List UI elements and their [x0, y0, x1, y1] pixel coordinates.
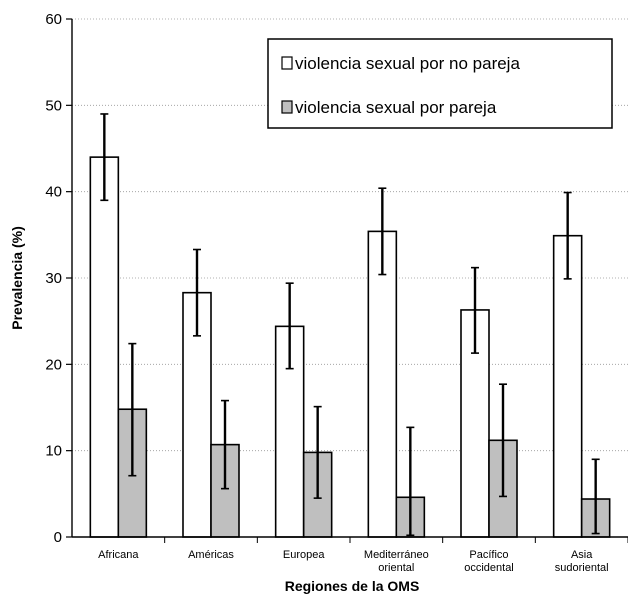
x-tick-label: Africana	[98, 549, 139, 561]
x-tick-label: oriental	[378, 562, 414, 574]
x-tick-label: Pacífico	[469, 549, 508, 561]
y-axis-label: Prevalencia (%)	[9, 226, 25, 330]
bar-nonpartner	[274, 325, 305, 538]
x-tick-label: Europea	[283, 549, 325, 561]
bar-nonpartner	[89, 156, 120, 538]
y-tick-label: 10	[45, 443, 62, 460]
legend-box	[267, 38, 613, 129]
legend: violencia sexual por no pareja violencia…	[267, 38, 613, 129]
y-tick-label: 0	[54, 529, 62, 546]
x-tick-labels: Africana Américas Europea Mediterráneoorien…	[98, 549, 608, 574]
bar-nonpartner	[552, 234, 583, 538]
legend-label-nonpartner: violencia sexual por no pareja	[295, 54, 520, 73]
legend-swatch-nonpartner	[281, 56, 293, 70]
error-bars	[100, 113, 600, 537]
x-tick-label: Mediterráneo	[364, 549, 429, 561]
x-axis-label: Regiones de la OMS	[285, 578, 420, 594]
x-tick-label: sudoriental	[555, 562, 609, 574]
legend-swatch-partner	[281, 100, 293, 114]
y-tick-label: 20	[45, 356, 62, 373]
y-tick-label: 60	[45, 11, 62, 28]
bars	[89, 156, 611, 538]
axes	[66, 18, 628, 543]
bar-nonpartner	[367, 230, 398, 538]
x-tick-label: Américas	[188, 549, 234, 561]
y-tick-labels: 0 10 20 30 40 50 60	[45, 11, 62, 546]
x-tick-label: Asia	[571, 549, 593, 561]
y-tick-label: 50	[45, 97, 62, 114]
x-tick-label: occidental	[464, 562, 514, 574]
y-tick-label: 40	[45, 184, 62, 201]
y-tick-label: 30	[45, 270, 62, 287]
legend-label-partner: violencia sexual por pareja	[295, 98, 497, 117]
